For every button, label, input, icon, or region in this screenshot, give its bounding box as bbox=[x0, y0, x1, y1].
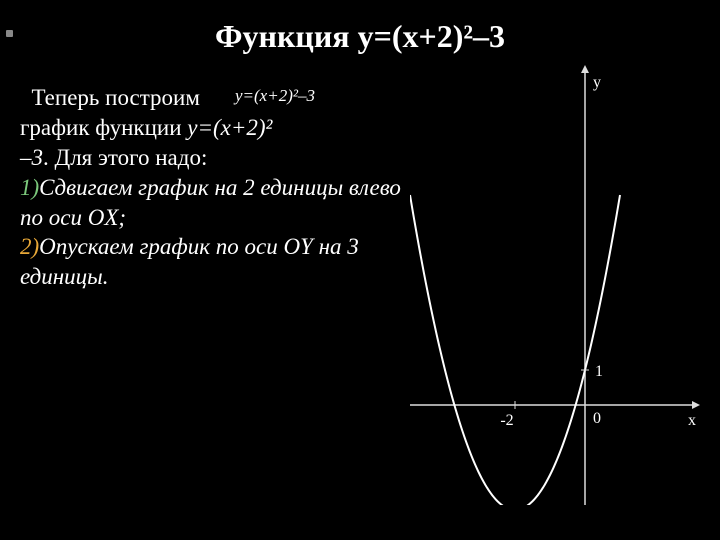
svg-text:x: x bbox=[688, 412, 696, 429]
intro-text-3: –3 bbox=[20, 145, 43, 170]
step-2: 2)Опускаем график по оси OY на 3 единицы… bbox=[20, 232, 410, 292]
chart-column: yx01-2-3 bbox=[410, 65, 700, 292]
step1-number: 1) bbox=[20, 175, 39, 200]
svg-text:y: y bbox=[593, 74, 601, 91]
function-caption: y=(x+2)²–3 bbox=[235, 85, 315, 107]
intro-text-2: график функции bbox=[20, 115, 187, 140]
intro-block: y=(x+2)²–3 Теперь построим график функци… bbox=[20, 83, 410, 173]
svg-text:-3: -3 bbox=[593, 503, 606, 505]
svg-text:0: 0 bbox=[593, 410, 601, 427]
svg-text:1: 1 bbox=[595, 363, 603, 380]
content-area: y=(x+2)²–3 Теперь построим график функци… bbox=[0, 65, 720, 292]
step2-number: 2) bbox=[20, 234, 39, 259]
step-1: 1)Сдвигаем график на 2 единицы влево по … bbox=[20, 173, 410, 233]
text-column: y=(x+2)²–3 Теперь построим график функци… bbox=[20, 65, 410, 292]
intro-text-4: . Для этого надо: bbox=[43, 145, 207, 170]
parabola-plot: y x 0 1 -2 -3 bbox=[410, 65, 700, 505]
svg-text:-2: -2 bbox=[500, 412, 513, 429]
intro-text-1: Теперь построим bbox=[32, 85, 200, 110]
intro-func: y=(x+2)² bbox=[187, 115, 272, 140]
slide-title: Функция y=(x+2)²–3 bbox=[0, 0, 720, 65]
step2-text: Опускаем график по оси OY на 3 единицы. bbox=[20, 234, 359, 289]
step1-text: Сдвигаем график на 2 единицы влево по ос… bbox=[20, 175, 401, 230]
bullet-icon bbox=[6, 30, 13, 37]
